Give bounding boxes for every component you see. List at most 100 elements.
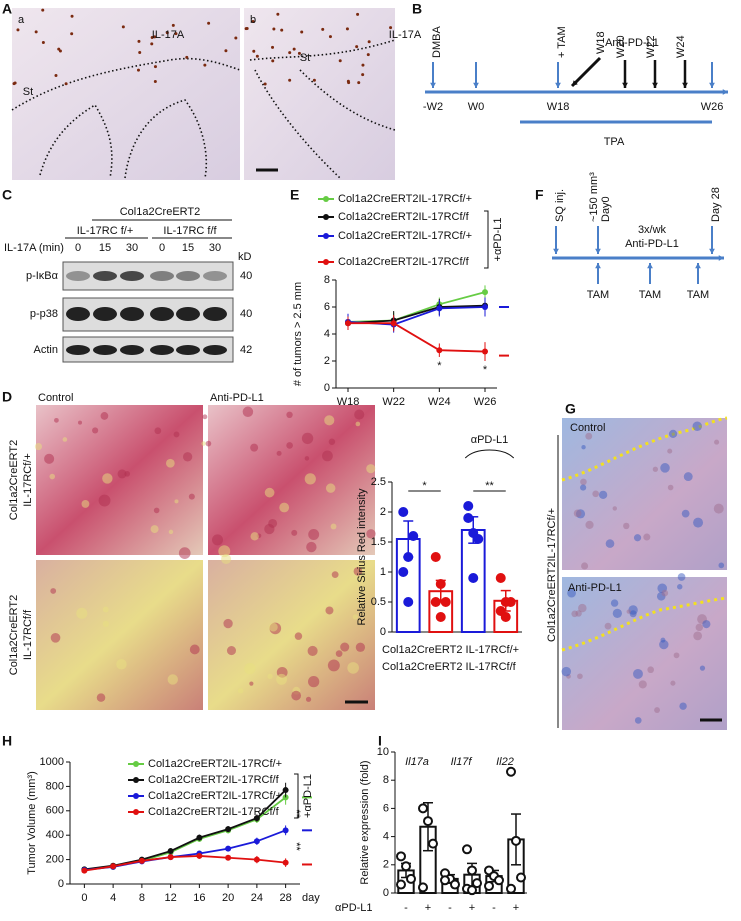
- cell: [150, 42, 154, 46]
- texture: [327, 659, 340, 672]
- texture: [188, 493, 195, 500]
- image-a: [12, 8, 240, 180]
- texture: [174, 499, 179, 504]
- x-tick-label: W22: [382, 396, 405, 408]
- y-tick-label: 4: [383, 831, 389, 843]
- texture: [714, 439, 720, 445]
- texture: [250, 532, 259, 541]
- x-tick-label: -: [448, 902, 452, 914]
- arrow-head: [709, 248, 715, 254]
- tam-label: TAM: [687, 289, 709, 301]
- texture: [633, 534, 642, 542]
- point: [196, 852, 203, 859]
- time: 30: [209, 242, 221, 254]
- arrow-head: [572, 80, 578, 86]
- texture: [693, 631, 703, 641]
- series-line: [84, 855, 286, 872]
- dose-label: W20: [615, 35, 627, 58]
- data-point: [467, 885, 477, 896]
- point: [225, 845, 232, 852]
- cell: [57, 47, 61, 51]
- y-axis-label: # of tumors > 2.5 mm: [292, 282, 304, 386]
- texture: [592, 490, 600, 498]
- point: [225, 826, 232, 833]
- annotation: **: [485, 480, 494, 492]
- kd-value: 40: [240, 270, 252, 282]
- texture: [286, 442, 293, 449]
- x-tick-label: 0: [81, 892, 87, 904]
- series-line: [348, 322, 486, 353]
- data-point: [418, 803, 428, 814]
- data-point: [423, 816, 433, 827]
- panel-label: I: [378, 733, 382, 749]
- row-label: Col1a2CreERT2IL-17RCf/+: [546, 508, 558, 642]
- image-b: [244, 8, 395, 180]
- band: [93, 345, 117, 355]
- texture: [92, 427, 99, 434]
- group-label: Il22: [496, 756, 514, 768]
- cell: [361, 63, 365, 67]
- texture: [634, 717, 642, 724]
- point: [138, 857, 145, 864]
- texture: [276, 450, 282, 456]
- texture: [623, 522, 630, 530]
- texture: [354, 409, 365, 420]
- data-point: [506, 883, 516, 894]
- blot-row: p-p38: [30, 308, 58, 320]
- panel-label: C: [2, 187, 12, 203]
- texture: [150, 525, 159, 534]
- annotation: *: [483, 364, 488, 376]
- point: [225, 854, 232, 861]
- texture: [580, 484, 587, 491]
- band: [93, 271, 117, 281]
- arrow-head: [709, 82, 715, 88]
- texture: [81, 500, 90, 508]
- cell: [16, 28, 20, 32]
- panel-label: G: [565, 401, 576, 417]
- texture: [304, 473, 316, 485]
- cell: [174, 32, 178, 36]
- group-label: Il17a: [405, 756, 429, 768]
- cell: [288, 51, 292, 55]
- data-point: [396, 851, 406, 862]
- band: [66, 345, 90, 355]
- texture: [331, 571, 339, 579]
- cell: [389, 26, 393, 30]
- point: [482, 348, 488, 355]
- point: [482, 289, 488, 296]
- cell: [54, 74, 58, 78]
- cell: [136, 68, 140, 72]
- legend-label: Col1a2CreERT2IL-17RCf/+: [338, 193, 472, 205]
- tissue-outline: [11, 39, 396, 179]
- cell: [70, 14, 74, 18]
- band: [203, 345, 227, 355]
- legend-marker: [133, 777, 139, 783]
- cell: [165, 31, 169, 35]
- data-point: [403, 552, 414, 562]
- cell: [292, 47, 296, 51]
- cell: [338, 59, 342, 63]
- cell: [288, 78, 292, 82]
- data-point: [430, 597, 441, 607]
- cell: [328, 35, 332, 39]
- data-point: [418, 882, 428, 893]
- legend-marker: [323, 233, 329, 239]
- texture: [567, 588, 576, 598]
- panel-label: A: [2, 1, 12, 17]
- band: [176, 307, 200, 321]
- texture: [633, 668, 643, 679]
- bracket-label: +αPD-L1: [302, 774, 314, 818]
- texture: [573, 509, 582, 518]
- time: 15: [182, 242, 194, 254]
- texture: [681, 509, 690, 518]
- texture: [50, 633, 61, 643]
- genotype: Col1a2CreERT2: [120, 206, 201, 218]
- texture: [693, 517, 704, 528]
- arrow-head: [553, 248, 559, 254]
- panel-label: H: [2, 733, 12, 749]
- point: [282, 787, 289, 794]
- texture: [102, 473, 113, 484]
- texture: [347, 662, 359, 674]
- texture: [212, 534, 224, 546]
- data-point: [473, 534, 484, 544]
